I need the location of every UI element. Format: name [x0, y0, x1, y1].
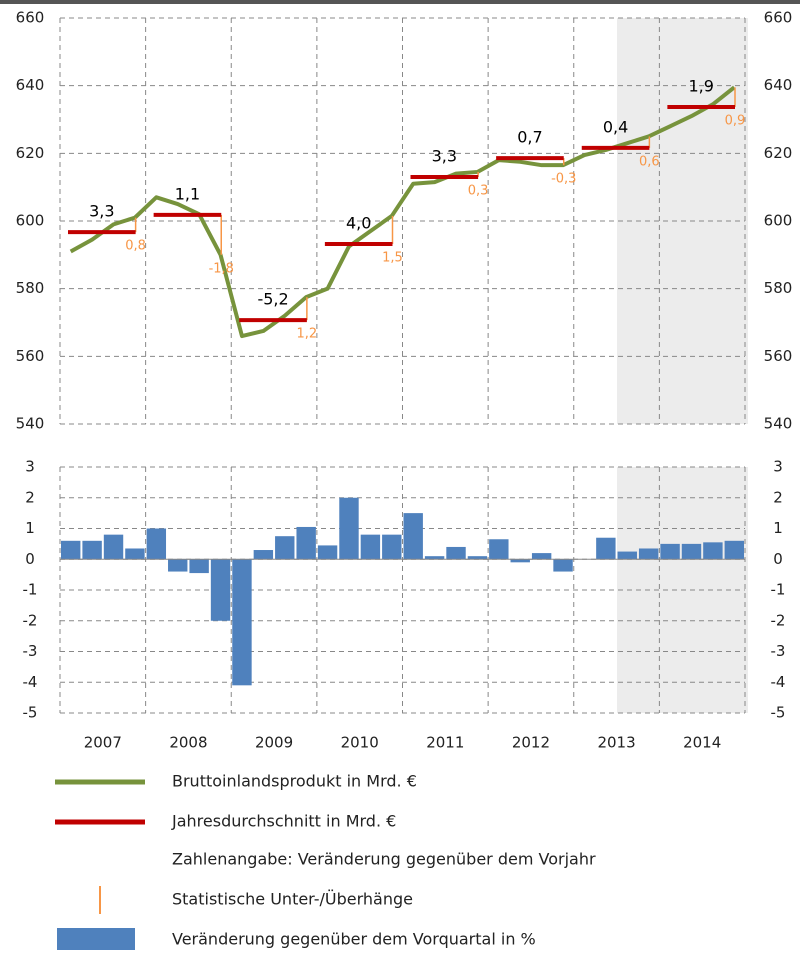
bar: [510, 559, 530, 563]
y-tick-label-right: 580: [764, 279, 793, 297]
bar: [296, 526, 316, 560]
bar: [339, 497, 359, 560]
overhang-label: 0,6: [639, 154, 660, 169]
bar: [596, 537, 616, 560]
y-tick-label-right: -3: [771, 642, 786, 660]
bar: [317, 545, 338, 560]
annual-change-label: 0,7: [517, 128, 542, 147]
legend-label: Veränderung gegenüber dem Vorquartal in …: [172, 930, 536, 949]
y-tick-label-right: 660: [764, 9, 793, 27]
annual-change-label: 3,3: [89, 202, 114, 221]
y-tick-label-right: 3: [773, 458, 783, 476]
y-tick-label-right: 1: [773, 519, 783, 537]
y-tick-label: 620: [16, 144, 45, 162]
legend-label: Bruttoinlandsprodukt in Mrd. €: [172, 772, 417, 791]
y-tick-label-right: 640: [764, 76, 793, 94]
y-tick-label-right: 0: [773, 550, 783, 568]
x-tick-label: 2012: [512, 734, 550, 752]
bar: [703, 542, 723, 560]
overhang-label: -0,3: [551, 172, 576, 187]
bar: [125, 548, 145, 560]
annual-change-label: 1,1: [175, 184, 200, 203]
bar: [168, 559, 188, 572]
bar: [489, 539, 509, 560]
y-tick-label: -4: [23, 673, 38, 691]
bar: [553, 559, 573, 572]
bar: [275, 536, 295, 560]
y-tick-label: -3: [23, 642, 38, 660]
bar: [61, 540, 81, 560]
y-tick-label: -5: [23, 704, 38, 722]
bar: [232, 559, 252, 686]
bar: [638, 548, 659, 560]
bar: [467, 556, 488, 560]
x-tick-label: 2009: [255, 734, 293, 752]
y-tick-label: 3: [25, 458, 35, 476]
y-tick-label-right: -2: [771, 611, 786, 629]
overhang-label: 0,3: [468, 184, 489, 199]
overhang-label: 0,9: [725, 113, 746, 128]
y-tick-label-right: 2: [773, 488, 783, 506]
bar: [210, 559, 231, 621]
gdp-line: [69, 85, 736, 339]
bar: [531, 553, 552, 560]
x-tick-label: 2007: [84, 734, 122, 752]
bar: [103, 534, 124, 560]
y-tick-label: 580: [16, 279, 45, 297]
bar: [424, 556, 445, 560]
annual-change-label: 1,9: [688, 76, 713, 95]
y-tick-label-right: 540: [764, 415, 793, 433]
y-tick-label: 0: [25, 550, 35, 568]
top-border: [0, 0, 800, 4]
bar: [189, 559, 209, 574]
x-tick-label: 2011: [426, 734, 464, 752]
x-tick-label: 2008: [169, 734, 207, 752]
x-tick-label: 2010: [341, 734, 379, 752]
y-tick-label: 600: [16, 212, 45, 230]
overhang-label: 1,5: [382, 251, 403, 266]
bar: [82, 540, 102, 560]
bar: [446, 546, 466, 560]
bar: [681, 543, 702, 560]
y-tick-label-right: 560: [764, 347, 793, 365]
legend-symbol: [57, 928, 135, 950]
y-tick-label: 640: [16, 76, 45, 94]
bar: [724, 540, 744, 560]
y-tick-label: -2: [23, 611, 38, 629]
annual-change-label: 4,0: [346, 214, 371, 233]
bar: [253, 550, 274, 560]
y-tick-label-right: -1: [771, 581, 786, 599]
y-tick-label: -1: [23, 581, 38, 599]
y-tick-label-right: 620: [764, 144, 793, 162]
y-tick-label: 660: [16, 9, 45, 27]
y-tick-label: 2: [25, 488, 35, 506]
legend-label: Zahlenangabe: Veränderung gegenüber dem …: [172, 850, 596, 869]
bar: [617, 551, 637, 560]
x-tick-label: 2013: [597, 734, 635, 752]
y-tick-label: 560: [16, 347, 45, 365]
bar: [382, 534, 402, 560]
x-tick-label: 2014: [683, 734, 721, 752]
annual-change-label: 3,3: [432, 147, 457, 166]
overhang-label: 0,8: [125, 239, 146, 254]
overhang-label: 1,2: [297, 327, 318, 342]
y-tick-label-right: 600: [764, 212, 793, 230]
overhang-label: -1,8: [209, 261, 234, 276]
y-tick-label: 1: [25, 519, 35, 537]
y-tick-label: 540: [16, 415, 45, 433]
bar: [360, 534, 381, 560]
legend-label: Jahresdurchschnitt in Mrd. €: [171, 812, 396, 831]
y-tick-label-right: -4: [771, 673, 786, 691]
y-tick-label-right: -5: [771, 704, 786, 722]
bar: [660, 543, 680, 560]
annual-change-label: -5,2: [257, 290, 288, 309]
annual-change-label: 0,4: [603, 117, 628, 136]
bar: [403, 513, 423, 560]
bar: [146, 528, 167, 560]
legend-label: Statistische Unter-/Überhänge: [172, 890, 413, 909]
